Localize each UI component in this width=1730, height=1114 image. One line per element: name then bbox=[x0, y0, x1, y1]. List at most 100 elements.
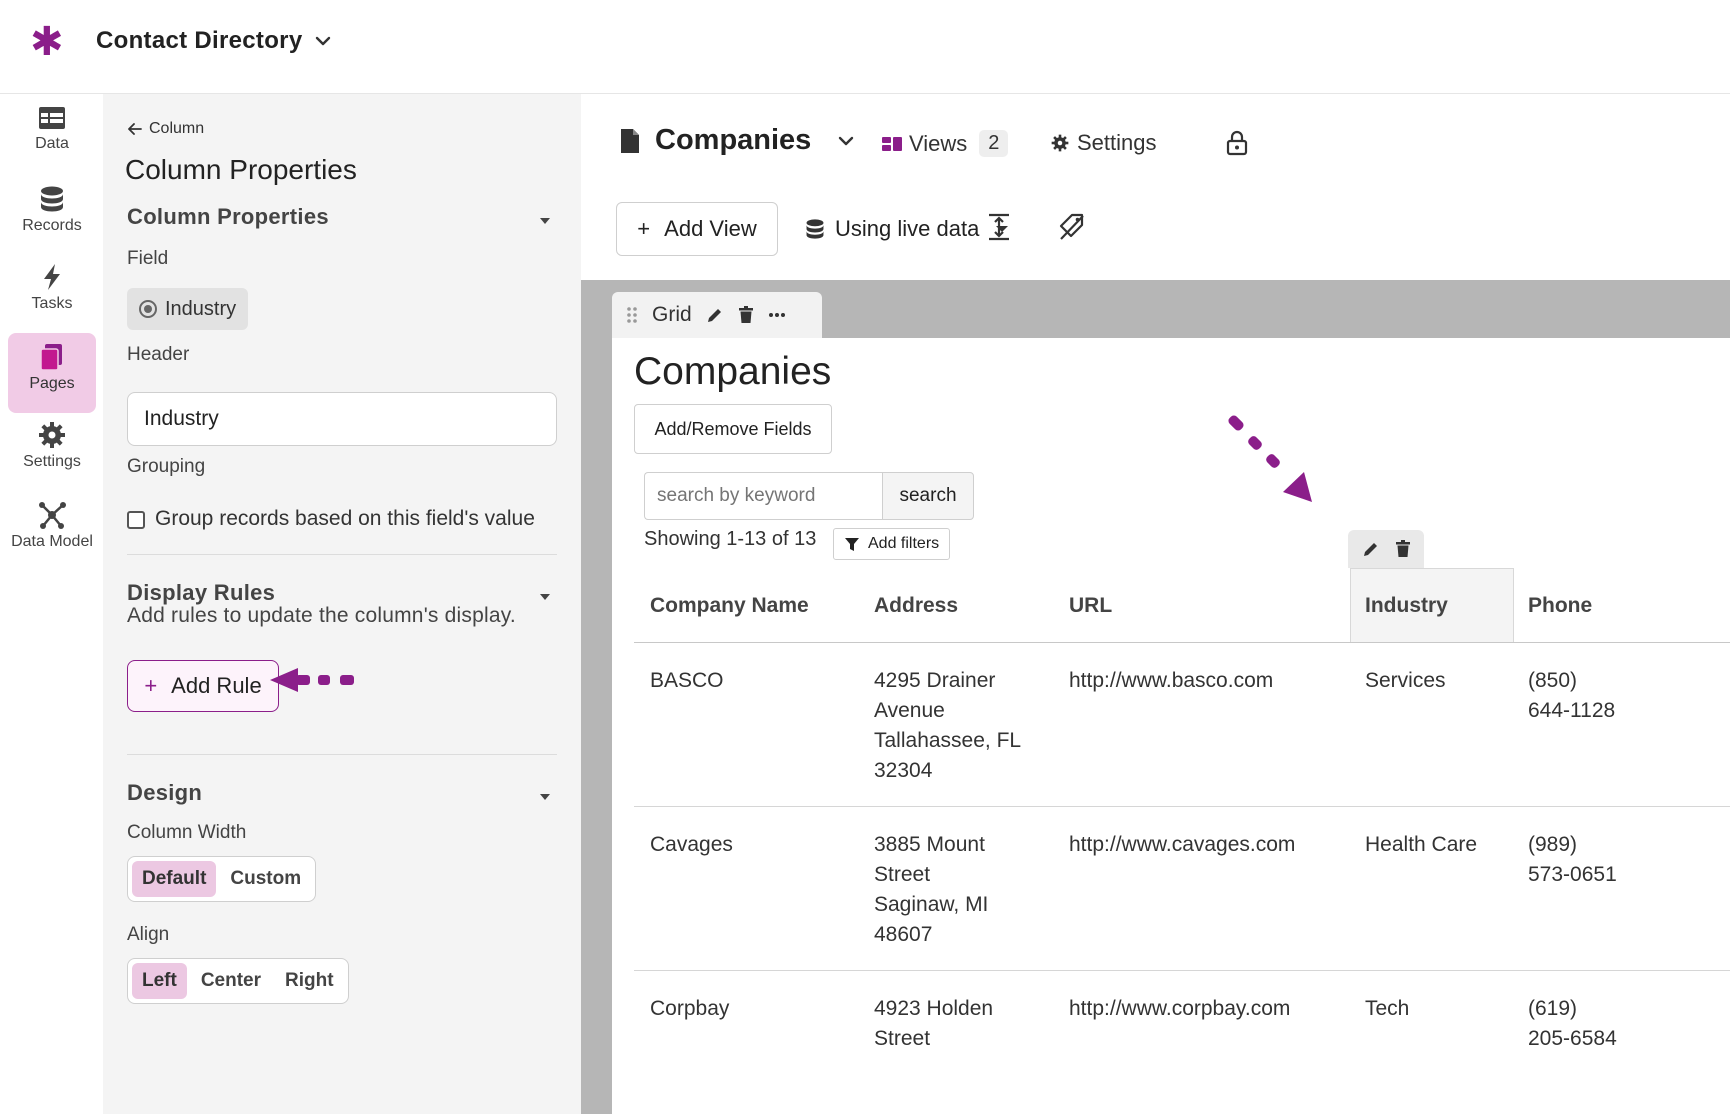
record-count: Showing 1-13 of 13 bbox=[644, 528, 817, 550]
add-remove-fields-button[interactable]: Add/Remove Fields bbox=[634, 404, 832, 454]
align-toggle: Left Center Right bbox=[127, 958, 349, 1004]
grid-block-tab[interactable]: Grid bbox=[612, 292, 822, 338]
cell-url[interactable]: http://www.cavages.com bbox=[1069, 833, 1296, 856]
cell-phone[interactable]: (989) 573-0651 bbox=[1528, 830, 1617, 890]
search-button[interactable]: search bbox=[882, 472, 974, 520]
nav-item-records[interactable]: Records bbox=[8, 175, 96, 255]
back-link[interactable]: Column bbox=[127, 120, 204, 138]
column-width-label: Column Width bbox=[127, 822, 247, 843]
phone-line: 644-1128 bbox=[1528, 699, 1616, 722]
lock-icon[interactable] bbox=[1226, 130, 1248, 156]
cell-industry[interactable]: Tech bbox=[1365, 997, 1410, 1020]
cell-industry[interactable]: Services bbox=[1365, 669, 1446, 692]
app-logo-icon[interactable]: ✱ bbox=[30, 20, 64, 64]
chevron-down-icon[interactable] bbox=[835, 130, 857, 152]
nav-item-pages[interactable]: Pages bbox=[8, 333, 96, 413]
width-option-default[interactable]: Default bbox=[132, 861, 217, 897]
pencil-icon[interactable] bbox=[706, 306, 724, 324]
row-divider bbox=[634, 806, 1730, 807]
align-option-left[interactable]: Left bbox=[132, 963, 187, 999]
column-header-url[interactable]: URL bbox=[1069, 594, 1113, 617]
add-filters-button[interactable]: Add filters bbox=[833, 528, 951, 560]
document-icon bbox=[621, 128, 639, 153]
drag-handle-icon[interactable] bbox=[626, 306, 638, 324]
database-icon bbox=[806, 219, 824, 239]
grid-block-label: Grid bbox=[652, 303, 692, 326]
row-height-icon[interactable] bbox=[986, 212, 1012, 242]
data-source-dropdown[interactable]: Using live data bbox=[805, 216, 1009, 242]
header-divider bbox=[634, 642, 1730, 643]
page-canvas: Grid Companies Add/Remove Fields search … bbox=[581, 280, 1730, 1114]
nav-item-data-model[interactable]: Data Model bbox=[8, 491, 96, 571]
phone-line: 205-6584 bbox=[1528, 1027, 1617, 1050]
column-width-toggle: Default Custom bbox=[127, 856, 317, 902]
phone-line: 573-0651 bbox=[1528, 863, 1617, 886]
trash-icon[interactable] bbox=[1395, 540, 1411, 558]
nav-item-data[interactable]: Data bbox=[8, 95, 96, 175]
grouping-label: Grouping bbox=[127, 456, 206, 477]
field-label: Field bbox=[127, 248, 169, 269]
nav-item-tasks[interactable]: Tasks bbox=[8, 253, 96, 333]
pages-icon bbox=[40, 344, 62, 371]
address-line: 32304 bbox=[874, 759, 933, 782]
address-line: Saginaw, MI bbox=[874, 893, 989, 916]
nav-label: Data Model bbox=[11, 533, 93, 550]
header-label: Header bbox=[127, 344, 190, 365]
tag-off-icon[interactable] bbox=[1058, 212, 1086, 242]
radio-field-icon bbox=[139, 300, 157, 318]
address-line: 3885 Mount bbox=[874, 833, 985, 856]
nav-label: Pages bbox=[29, 375, 75, 392]
cell-url[interactable]: http://www.basco.com bbox=[1069, 669, 1274, 692]
header-input[interactable] bbox=[127, 392, 557, 446]
column-header-phone[interactable]: Phone bbox=[1528, 594, 1593, 617]
add-view-button[interactable]: + Add View bbox=[616, 202, 778, 256]
section-heading-column-properties[interactable]: Column Properties bbox=[127, 204, 329, 229]
section-heading-display-rules[interactable]: Display Rules bbox=[127, 580, 276, 605]
column-header-industry[interactable]: Industry bbox=[1365, 594, 1448, 617]
chevron-down-icon[interactable] bbox=[312, 30, 334, 52]
grouping-checkbox-row[interactable]: Group records based on this field's valu… bbox=[127, 508, 547, 530]
page-title: Companies bbox=[655, 124, 812, 156]
page-title-row[interactable]: Companies bbox=[619, 124, 857, 157]
section-heading-design[interactable]: Design bbox=[127, 780, 203, 805]
cell-company[interactable]: BASCO bbox=[650, 669, 724, 692]
display-rules-hint: Add rules to update the column's display… bbox=[127, 604, 516, 627]
nav-item-settings[interactable]: Settings bbox=[8, 411, 96, 491]
cell-address[interactable]: 4923 Holden Street bbox=[874, 994, 993, 1054]
views-button[interactable]: Views 2 bbox=[881, 130, 1009, 157]
search-input[interactable] bbox=[644, 472, 882, 520]
grouping-checkbox-label[interactable]: Group records based on this field's valu… bbox=[155, 507, 535, 530]
cell-phone[interactable]: (619) 205-6584 bbox=[1528, 994, 1617, 1054]
column-header-address[interactable]: Address bbox=[874, 594, 959, 617]
views-label: Views bbox=[909, 130, 968, 156]
address-line: 4295 Drainer bbox=[874, 669, 996, 692]
page-settings-button[interactable]: Settings bbox=[1051, 130, 1157, 156]
collapse-caret-icon[interactable] bbox=[540, 218, 550, 224]
grouping-checkbox[interactable] bbox=[127, 511, 145, 529]
field-chip-value: Industry bbox=[165, 297, 237, 320]
row-divider bbox=[634, 970, 1730, 971]
add-rule-button[interactable]: + Add Rule bbox=[127, 660, 279, 712]
collapse-caret-icon[interactable] bbox=[540, 594, 550, 600]
network-icon bbox=[39, 502, 66, 529]
cell-url[interactable]: http://www.corpbay.com bbox=[1069, 997, 1291, 1020]
annotation-arrow-left bbox=[270, 668, 354, 692]
cell-address[interactable]: 3885 Mount Street Saginaw, MI 48607 bbox=[874, 830, 988, 950]
trash-icon[interactable] bbox=[738, 306, 754, 324]
width-option-custom[interactable]: Custom bbox=[230, 868, 302, 889]
cell-company[interactable]: Cavages bbox=[650, 833, 733, 856]
cell-industry[interactable]: Health Care bbox=[1365, 833, 1478, 856]
cell-company[interactable]: Corpbay bbox=[650, 997, 730, 1020]
app-title[interactable]: Contact Directory bbox=[96, 27, 303, 54]
align-option-center[interactable]: Center bbox=[200, 970, 262, 991]
cell-phone[interactable]: (850) 644-1128 bbox=[1528, 666, 1615, 726]
annotation-arrow-down-right bbox=[1228, 415, 1312, 502]
collapse-caret-icon[interactable] bbox=[540, 794, 550, 800]
more-icon[interactable] bbox=[768, 312, 786, 318]
arrow-left-icon bbox=[128, 123, 142, 135]
align-option-right[interactable]: Right bbox=[285, 970, 334, 991]
back-link-label: Column bbox=[149, 120, 205, 137]
cell-address[interactable]: 4295 Drainer Avenue Tallahassee, FL 3230… bbox=[874, 666, 1021, 786]
column-header-company-name[interactable]: Company Name bbox=[650, 594, 809, 617]
pencil-icon[interactable] bbox=[1362, 540, 1380, 558]
